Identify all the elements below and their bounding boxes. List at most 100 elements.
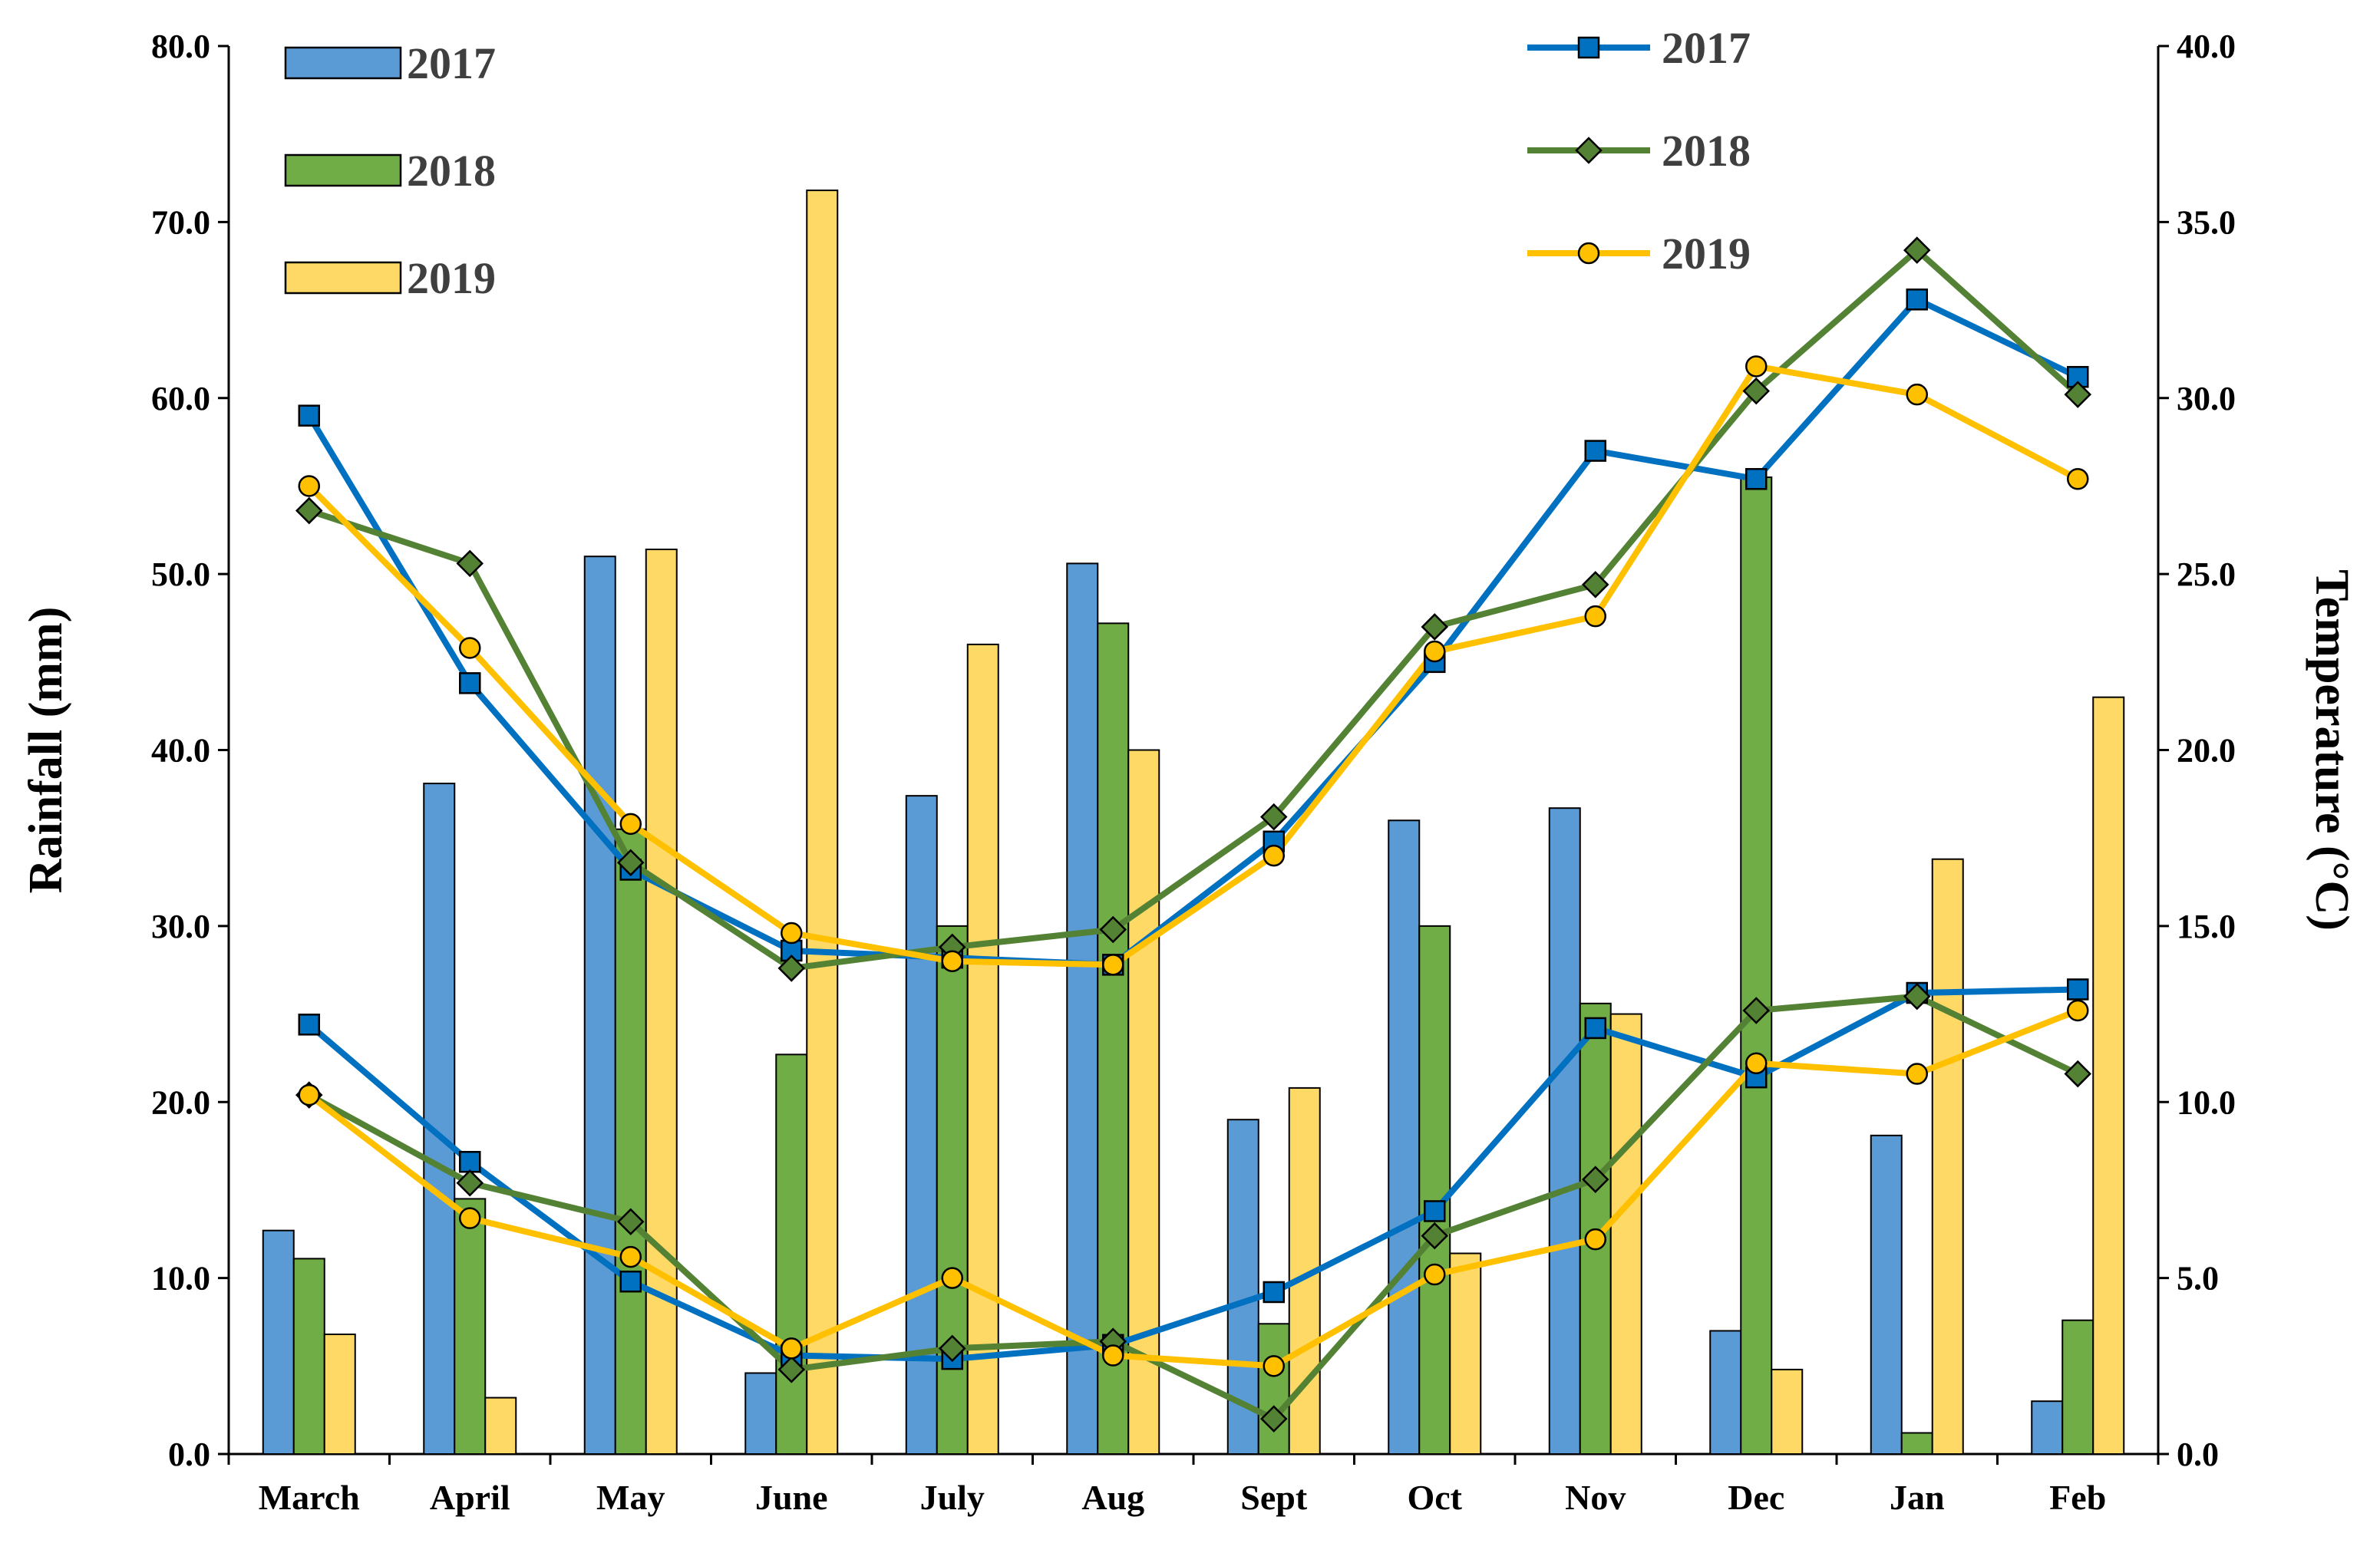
bar-legend-swatch-2019 [284,261,402,295]
line-min-2018 [307,993,2079,1423]
right-axis-title: Temperature (°C) [2306,569,2358,931]
point-min-2019-oct [1424,1263,1446,1286]
x-tick-label: Aug [1081,1478,1144,1517]
line-legend-label-2017: 2017 [1662,23,1751,73]
bar-2017-july [905,795,938,1455]
bar-legend-label-2019: 2019 [407,253,496,303]
bar-legend: 2017 2018 2019 [284,38,496,303]
point-max-2019-aug [1102,954,1124,976]
point-min-2017-sept [1263,1281,1285,1304]
left-tick-label: 70.0 [151,203,210,241]
x-tick-label: Feb [2049,1478,2106,1517]
point-max-2017-march [298,404,320,427]
bar-2018-april [454,1198,487,1455]
bar-legend-swatch-2017 [284,46,402,80]
bar-2019-feb [2092,696,2125,1455]
point-min-2018-may [616,1208,645,1235]
point-min-2017-feb [2067,978,2089,1001]
point-max-2018-may [616,849,645,877]
bar-2017-march [262,1229,295,1455]
bar-2017-jan [1870,1134,1903,1456]
point-max-2017-april [459,672,481,694]
point-min-2017-oct [1424,1200,1446,1222]
bar-2017-aug [1066,562,1099,1455]
point-max-2019-nov [1584,605,1606,628]
bar-2018-oct [1418,925,1451,1455]
x-tick-label: Jan [1890,1478,1945,1517]
point-max-2017-nov [1584,440,1606,462]
line-max-2018 [308,247,2080,971]
bar-2017-june [744,1372,777,1456]
point-max-2018-june [777,955,806,982]
point-max-2018-april [456,549,484,578]
line-legend-marker-2017 [1577,36,1600,59]
point-max-2019-dec [1745,355,1768,378]
point-max-2018-march [295,496,323,525]
x-tick-label: July [920,1478,985,1517]
point-max-2019-feb [2067,468,2089,490]
point-max-2019-april [459,637,481,659]
x-tick-label: Nov [1565,1478,1626,1517]
bar-2017-april [423,783,456,1455]
line-max-2017 [306,296,2079,968]
point-max-2019-sept [1263,844,1285,867]
bar-2019-oct [1449,1252,1482,1455]
bar-2017-may [583,556,616,1455]
left-tick-label: 40.0 [151,732,210,770]
left-tick-label: 30.0 [151,908,210,945]
x-tick-label: Dec [1728,1478,1784,1517]
right-tick-label: 10.0 [2177,1083,2236,1121]
point-max-2019-july [941,950,963,972]
bar-2018-dec [1740,476,1773,1455]
point-min-2018-april [456,1169,484,1197]
left-tick-label: 50.0 [151,556,210,593]
bar-2019-may [645,549,678,1456]
point-min-2017-may [619,1270,642,1293]
bar-2019-april [484,1396,517,1455]
point-min-2019-may [619,1245,642,1268]
right-tick-label: 35.0 [2177,203,2236,241]
bar-2019-march [323,1334,356,1456]
line-legend-marker-2018 [1575,137,1603,164]
point-max-2019-march [298,475,320,497]
point-min-2019-sept [1263,1355,1285,1377]
point-min-2018-june [777,1356,806,1383]
point-min-2018-feb [2064,1060,2092,1088]
point-max-2018-jan [1903,236,1931,264]
point-min-2019-april [459,1207,481,1229]
point-max-2018-feb [2064,381,2092,408]
left-tick-label: 10.0 [151,1260,210,1297]
point-max-2018-dec [1742,377,1771,405]
point-min-2017-nov [1584,1017,1606,1040]
x-tick-label: Sept [1240,1478,1308,1517]
bar-2018-feb [2061,1319,2094,1456]
bar-2018-may [614,828,647,1455]
bar-2019-jan [1931,858,1964,1455]
point-min-2017-march [298,1014,320,1036]
line-legend-label-2019: 2019 [1662,229,1751,279]
point-min-2018-nov [1581,1166,1609,1193]
point-max-2019-june [781,922,803,945]
left-tick-label: 60.0 [151,380,210,417]
bar-2017-dec [1709,1330,1742,1455]
line-min-2017 [307,986,2078,1363]
point-min-2017-april [459,1150,481,1173]
point-min-2019-june [781,1337,803,1360]
x-tick-label: Oct [1407,1478,1462,1517]
point-max-2017-jan [1906,289,1928,311]
point-min-2018-jan [1903,982,1931,1011]
left-tick-label: 20.0 [151,1083,210,1121]
point-max-2018-aug [1099,915,1127,944]
point-max-2019-may [619,813,642,836]
bar-2018-june [775,1053,808,1455]
right-tick-label: 30.0 [2177,380,2236,417]
left-tick-label: 0.0 [168,1436,210,1473]
line-min-2019 [307,1007,2079,1370]
left-axis-title: Rainfall (mm) [20,607,72,894]
point-max-2018-oct [1421,613,1449,641]
bar-2018-march [292,1258,325,1456]
line-max-2019 [306,363,2080,968]
bar-2018-july [936,925,969,1455]
